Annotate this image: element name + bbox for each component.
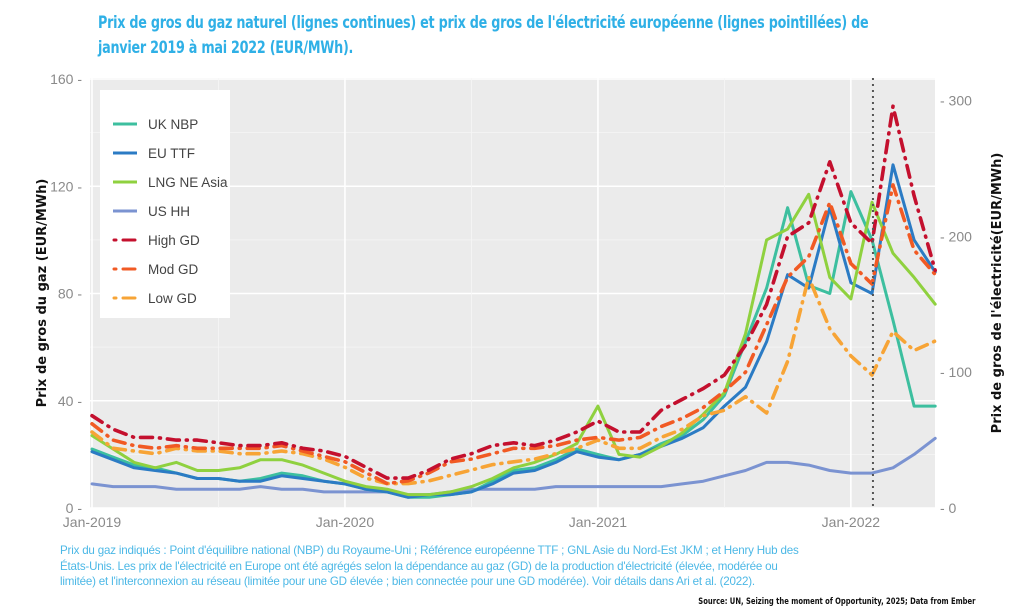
y-tick-label-right: - 200: [940, 228, 972, 244]
footnote: Prix du gaz indiqués : Point d'équilibre…: [60, 543, 960, 590]
legend-label: High GD: [148, 233, 200, 248]
y-axis-right: - 0 - 100 - 200 - 300: [940, 93, 972, 516]
y-axis-left: 0 - 40 - 80 - 120 - 160 -: [50, 71, 82, 516]
legend: UK NBP EU TTF LNG NE Asia US HH High GD Mod G…: [100, 90, 230, 318]
y-tick-label-right: - 100: [940, 364, 972, 380]
footnote-line-2: États-Unis. Les prix de l'électricité en…: [60, 559, 778, 573]
series-line-us-hh: [90, 436, 937, 497]
legend-label: EU TTF: [148, 146, 195, 161]
y-axis-left-label: Prix de gros du gaz (EUR/MWh): [35, 179, 50, 408]
legend-label: Mod GD: [148, 262, 199, 277]
series-group: [90, 104, 938, 499]
y-tick-label-left: 40 -: [58, 393, 82, 409]
series-line-lng-ne-asia: [90, 192, 937, 497]
x-tick-label: Jan-2020: [316, 514, 375, 530]
series-line-high-gd: [90, 104, 938, 480]
x-tick-label: Jan-2021: [569, 514, 628, 530]
x-tick-label: Jan-2019: [63, 514, 122, 530]
source-credit: Source: UN, Seizing the moment of Opport…: [698, 597, 976, 607]
footnote-line-1: Prix du gaz indiqués : Point d'équilibre…: [60, 544, 799, 557]
legend-label: Low GD: [148, 291, 197, 306]
x-tick-label: Jan-2022: [822, 514, 881, 530]
footnote-line-3: limitée) et l'interconnexion au réseau (…: [60, 575, 755, 588]
y-tick-label-left: 80 -: [58, 286, 82, 302]
y-tick-label-left: 160 -: [50, 71, 82, 87]
x-axis: Jan-2019 Jan-2020 Jan-2021 Jan-2022: [63, 514, 880, 530]
legend-box: [100, 90, 230, 318]
y-axis-right-label: Prix de gros de l'électricité(EUR/MWh): [990, 153, 1005, 434]
y-tick-label-right: - 300: [940, 93, 972, 109]
y-tick-label-right: - 0: [940, 500, 957, 516]
chart-title: Prix de gros du gaz naturel (lignes cont…: [98, 13, 869, 57]
series-line-low-gd: [90, 275, 938, 486]
y-tick-label-left: 0 -: [66, 500, 83, 516]
legend-label: UK NBP: [148, 117, 198, 132]
legend-label: US HH: [148, 204, 190, 219]
y-tick-label-left: 120 -: [50, 178, 82, 194]
legend-label: LNG NE Asia: [148, 175, 228, 190]
series-line-eu-ttf: [90, 163, 937, 499]
series-line-mod-gd: [90, 183, 938, 486]
